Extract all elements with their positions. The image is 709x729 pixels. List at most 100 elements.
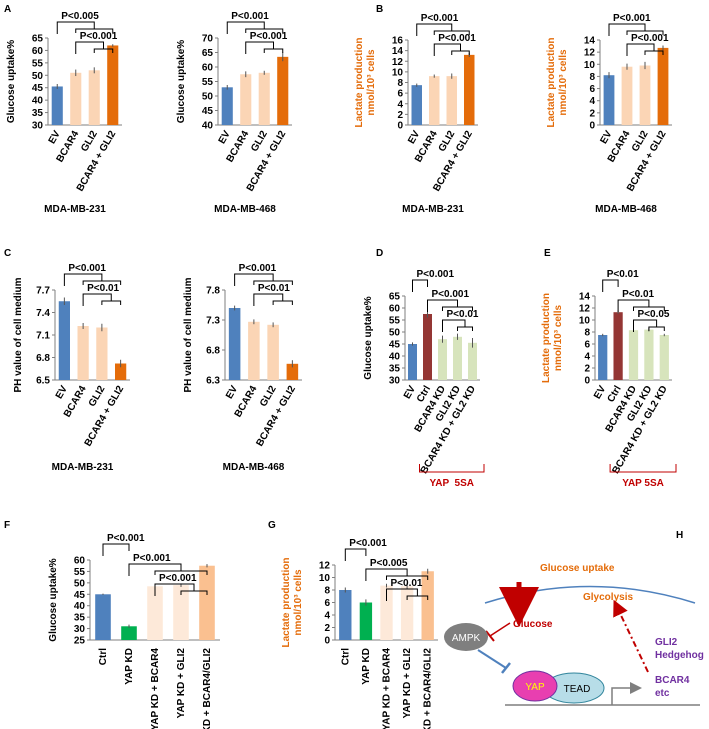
bar	[199, 565, 215, 640]
y-tick-label: 7.7	[36, 286, 50, 297]
p-value: P<0.001	[421, 13, 459, 24]
y-tick-label: 7.8	[206, 286, 220, 297]
bar	[147, 586, 163, 640]
bar	[95, 594, 111, 640]
ampk-node	[444, 623, 488, 651]
y-tick-label: 55	[74, 567, 86, 578]
bar	[408, 344, 417, 380]
x-tick-label: Ctrl	[98, 648, 109, 665]
p-value: P<0.05	[638, 309, 670, 320]
y-tick-label: 40	[202, 121, 214, 132]
group-bracket	[609, 464, 677, 473]
bar	[644, 329, 654, 380]
bar	[628, 330, 639, 380]
x-tick-label: EV	[54, 384, 70, 401]
bracket	[602, 279, 619, 292]
bracket	[427, 299, 473, 312]
x-tick-label: EV	[598, 129, 614, 146]
x-tick-label: YAP KD	[361, 648, 372, 685]
y-tick-label: 35	[389, 364, 401, 375]
bracket	[608, 23, 664, 36]
y-axis-label: Glucose uptake%	[363, 296, 374, 379]
y-axis-label: Glucose uptake%	[48, 558, 59, 641]
chart-title: MDA-MB-231	[402, 204, 464, 215]
group-bracket	[419, 464, 485, 473]
x-tick-label: YAP KD + BCAR4	[382, 648, 393, 729]
y-tick-label: 30	[32, 121, 44, 132]
x-tick-label: YAP KD + GLI2	[176, 648, 187, 719]
x-tick-label: YAP KD + BCAR4/GLI2	[423, 648, 434, 729]
glucose-label: Glucose	[513, 619, 553, 630]
y-tick-label: 30	[389, 376, 401, 387]
bar	[267, 324, 279, 380]
p-value: P<0.001	[107, 533, 145, 544]
y-tick-label: 50	[389, 328, 401, 339]
panel-letter: A	[4, 4, 11, 15]
bar	[258, 72, 270, 125]
y-tick-label: 30	[74, 624, 86, 635]
bar	[228, 308, 241, 380]
bracket	[412, 279, 428, 292]
y-tick-label: 45	[32, 83, 44, 94]
bar	[453, 336, 462, 380]
bracket	[633, 319, 665, 332]
y-tick-label: 25	[74, 636, 86, 647]
bracket	[626, 43, 664, 56]
bracket	[226, 21, 284, 34]
bar	[107, 45, 119, 126]
p-value: P<0.001	[68, 263, 106, 274]
bcar4-label: BCAR4	[655, 675, 690, 686]
p-value: P<0.01	[258, 283, 290, 294]
y-tick-label: 0	[324, 636, 330, 647]
bracket	[154, 583, 208, 596]
chart-title: MDA-MB-231	[44, 204, 106, 215]
x-tick-label: YAP KD	[124, 648, 135, 685]
y-tick-label: 6.8	[206, 346, 220, 357]
y-tick-label: 45	[389, 340, 401, 351]
p-value: P<0.01	[391, 578, 423, 589]
y-axis-label: PH value of cell medium	[183, 277, 194, 392]
y-tick-label: 14	[579, 292, 591, 303]
bracket	[82, 293, 122, 306]
bar	[115, 363, 127, 380]
bracket	[442, 319, 473, 332]
x-tick-label: EV	[47, 129, 63, 146]
y-tick-label: 8	[397, 78, 403, 89]
bar	[221, 87, 233, 125]
bracket	[128, 563, 208, 576]
panel-letter: F	[4, 520, 10, 531]
p-value: P<0.001	[613, 13, 651, 24]
bar	[598, 335, 608, 380]
yap-node	[512, 670, 558, 702]
y-axis-label: nmol/10³ cells	[553, 304, 564, 371]
p-value: P<0.01	[622, 289, 654, 300]
x-tick-label: YAP KD + BCAR4/GLI2	[202, 648, 213, 729]
group-label: YAP 5SA	[622, 478, 664, 489]
y-tick-label: 40	[32, 96, 44, 107]
bar	[339, 590, 352, 640]
group-label: YAP 5SA	[430, 478, 474, 489]
bar	[657, 47, 669, 126]
gli2-label: Hedgehog	[655, 650, 704, 661]
gli2-label: GLI2	[655, 637, 678, 648]
bar	[51, 86, 63, 125]
panel-letter: D	[376, 248, 383, 259]
chart-title: MDA-MB-468	[595, 204, 657, 215]
y-tick-label: 50	[32, 71, 44, 82]
p-value: P<0.001	[159, 573, 197, 584]
uptake-label: Glucose uptake	[540, 563, 615, 574]
bcar4-label: etc	[655, 688, 670, 699]
bar	[70, 72, 82, 125]
bracket	[63, 273, 122, 286]
bracket	[245, 41, 284, 54]
y-tick-label: 8	[584, 328, 590, 339]
y-tick-label: 4	[397, 99, 403, 110]
y-axis-label: Lactate production	[546, 37, 557, 127]
y-tick-label: 6	[584, 340, 590, 351]
y-axis-label: Glucose uptake%	[6, 40, 17, 123]
chart-title: MDA-MB-468	[214, 204, 276, 215]
y-tick-label: 50	[74, 578, 86, 589]
y-axis-label: Lactate production	[541, 293, 552, 383]
y-axis-label: nmol/10³ cells	[293, 569, 304, 636]
